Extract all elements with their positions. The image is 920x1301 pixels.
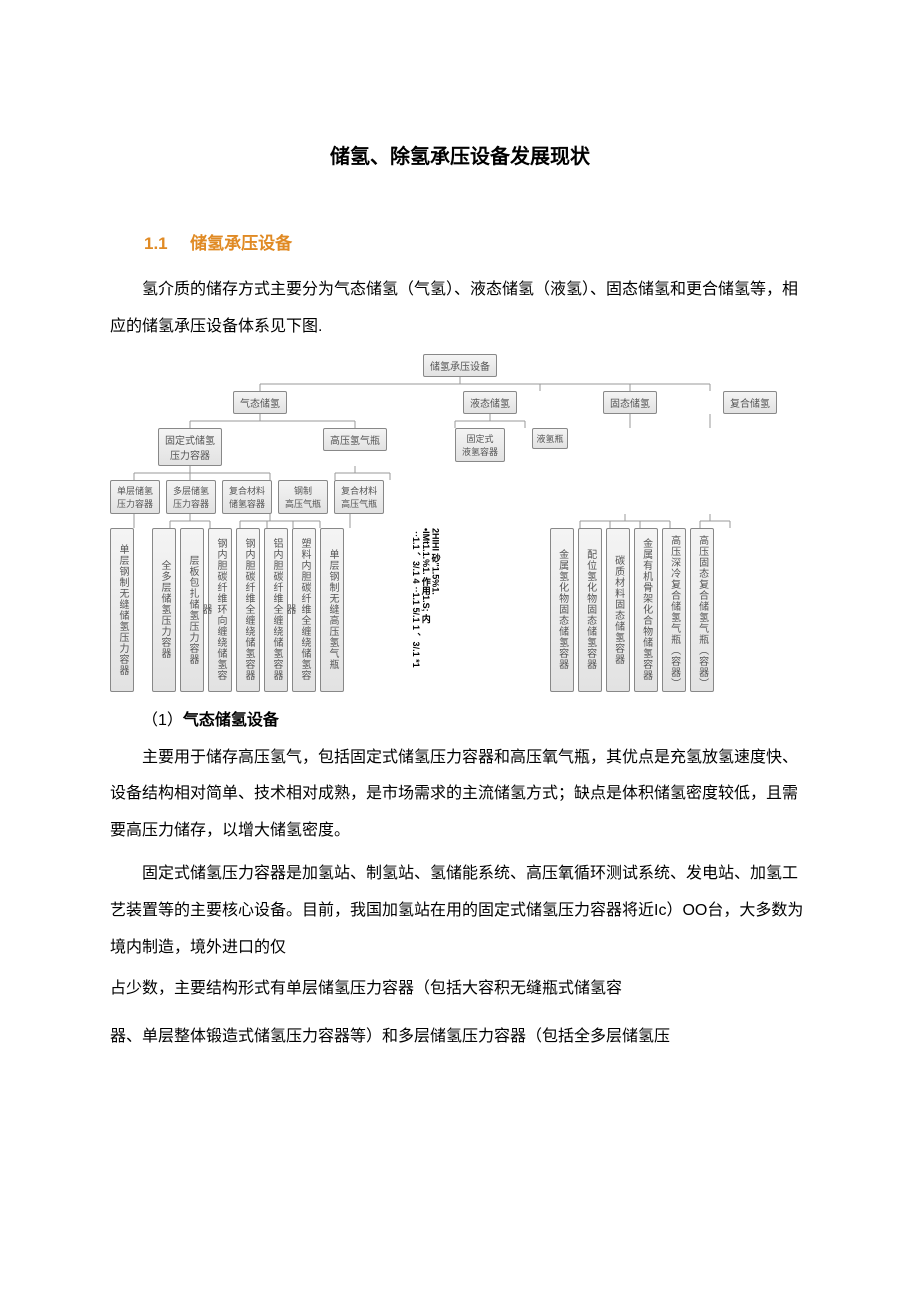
paragraph: 主要用于储存高压氢气，包括固定式储氢压力容器和高压氧气瓶，其优点是充氢放氢速度快… [110,740,810,850]
connector-icon [110,514,810,528]
diagram-node: 固态储氢 [603,391,657,414]
diagram-node: 单层储氢 压力容器 [110,480,160,514]
sub-heading: （1）气态储氢设备 [110,706,810,730]
diagram-leaf: 高压固态复合储氢气瓶（容器） [690,528,714,692]
diagram-node: 多层储氢 压力容器 [166,480,216,514]
section-title: 储氢承压设备 [190,234,292,253]
diagram-node: 复合材料 高压气瓶 [334,480,384,514]
diagram-node: 复合储氢 [723,391,777,414]
diagram-noise-text: 2HIHI 砂"1.5%1. •IMt1.1.%1. 作用1.S; 内 ﹕1.1… [410,528,440,678]
diagram-leaf: 塑料内胆碳纤维全缠绕储氢容器 [292,528,316,692]
hierarchy-diagram: 储氢承压设备 气态储氢 液态储氢 固态储氢 复合储氢 固定式储氢 压力容器 高压… [110,354,810,692]
diagram-leaf: 金属有机骨架化合物储氢容器 [634,528,658,692]
diagram-node: 液氢瓶 [532,428,567,449]
connector-icon [110,466,810,480]
connector-icon [110,414,810,428]
section-number: 1.1 [144,234,168,254]
diagram-leaf: 钢内胆碳纤维全缠绕储氢容器 [236,528,260,692]
diagram-node: 高压氢气瓶 [323,428,387,451]
sub-heading-text: 气态储氢设备 [183,712,279,729]
diagram-node: 气态储氢 [233,391,287,414]
diagram-node: 钢制 高压气瓶 [278,480,328,514]
diagram-leaf: 碳质材料固态储氢容器 [606,528,630,692]
section-heading: 1.1 储氢承压设备 [144,229,810,254]
diagram-leaf: 钢内胆碳纤维环向缠绕储氢容器 [208,528,232,692]
paragraph: 氢介质的储存方式主要分为气态储氢（气氢）、液态储氢（液氢）、固态储氢和更合储氢等… [110,272,810,346]
page: 储氢、除氢承压设备发展现状 1.1 储氢承压设备 氢介质的储存方式主要分为气态储… [0,0,920,1120]
paragraph: 占少数，主要结构形式有单层储氢压力容器（包括大容积无缝瓶式储氢容 [110,972,810,1006]
document-title: 储氢、除氢承压设备发展现状 [110,140,810,169]
diagram-leaf: 金属氢化物固态储氢容器 [550,528,574,692]
diagram-node: 固定式储氢 压力容器 [158,428,222,466]
sub-heading-paren: （1） [142,712,183,729]
diagram-root: 储氢承压设备 [423,354,497,377]
diagram-node: 液态储氢 [463,391,517,414]
diagram-node: 固定式 液氢容器 [455,428,505,462]
connector-icon [110,377,810,391]
diagram-leaf: 配位氢化物固态储氢容器 [578,528,602,692]
diagram-leaf: 全多层储氢压力容器 [152,528,176,692]
diagram-node: 复合材料 储氢容器 [222,480,272,514]
diagram-leaf: 高压深冷复合储氢气瓶（容器） [662,528,686,692]
paragraph: 器、单层整体锻造式储氢压力容器等）和多层储氢压力容器（包括全多层储氢压 [110,1020,810,1054]
diagram-leaf: 单层钢制无缝高压氢气瓶 [320,528,344,692]
paragraph: 固定式储氢压力容器是加氢站、制氢站、氢储能系统、高压氧循环测试系统、发电站、加氢… [110,856,810,966]
diagram-leaf: 单层钢制无缝储氢压力容器 [110,528,134,692]
